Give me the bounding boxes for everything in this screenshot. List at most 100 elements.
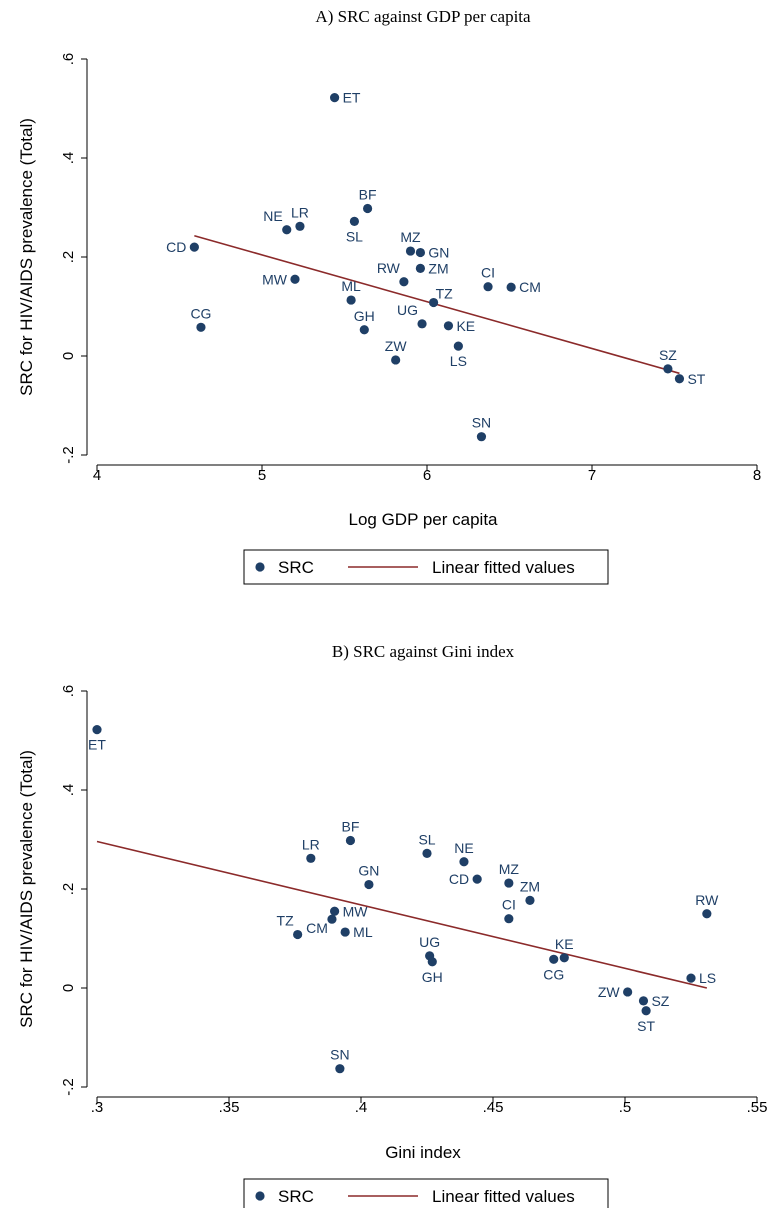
y-tick-label: .4: [60, 784, 77, 797]
chart-title: A) SRC against GDP per capita: [315, 7, 531, 26]
data-point-gh: [359, 325, 369, 335]
legend: SRC Linear fitted values: [243, 1178, 609, 1213]
data-point-mz: [504, 878, 514, 888]
point-label: CM: [306, 920, 328, 936]
data-point-ls: [453, 341, 463, 351]
data-point-ci: [504, 914, 514, 924]
point-label: LS: [450, 353, 467, 369]
y-tick-label: .2: [60, 251, 77, 264]
data-point-lr: [306, 853, 316, 863]
data-point-st: [674, 374, 685, 384]
data-point-et: [330, 93, 340, 103]
data-point-cg: [549, 954, 559, 964]
data-point-ci: [483, 282, 493, 292]
point-label: KE: [555, 936, 574, 952]
data-point-zw: [391, 355, 401, 365]
point-label: SZ: [651, 993, 669, 1009]
legend-box: [243, 549, 609, 585]
data-point-ne: [282, 225, 292, 235]
point-label: CD: [449, 871, 469, 887]
point-label: LS: [699, 970, 716, 986]
point-label: UG: [419, 934, 440, 950]
legend-label-points: SRC: [278, 558, 314, 577]
y-tick-label: .6: [60, 685, 77, 698]
y-tick-label: .6: [60, 53, 77, 66]
point-label: GH: [422, 969, 443, 985]
data-point-sn: [476, 432, 487, 442]
point-label: CD: [166, 239, 186, 255]
data-point-st: [641, 1006, 651, 1016]
point-label: CI: [481, 265, 495, 281]
data-point-bf: [363, 203, 373, 214]
point-label: BF: [341, 818, 359, 834]
x-tick-label: 6: [423, 467, 431, 484]
point-label: CM: [519, 279, 541, 295]
point-label: SN: [472, 415, 491, 431]
x-axis-title: Log GDP per capita: [349, 510, 499, 529]
point-label: ZW: [385, 338, 408, 354]
data-point-sn: [335, 1064, 345, 1074]
y-tick-label: .2: [60, 883, 77, 896]
point-label: ML: [341, 278, 361, 294]
data-point-gn: [415, 247, 425, 258]
data-point-sl: [349, 216, 359, 226]
data-point-ml: [340, 927, 350, 937]
point-label: SN: [330, 1047, 349, 1063]
x-tick-label: 7: [588, 467, 596, 484]
data-point-sz: [638, 996, 649, 1006]
fitted-line: [96, 840, 708, 989]
point-label: MW: [262, 271, 288, 287]
point-label: ZM: [428, 260, 448, 276]
point-label: BF: [359, 186, 377, 202]
point-label: ZM: [520, 878, 540, 894]
data-point-lr: [295, 221, 305, 231]
data-point-ke: [443, 321, 454, 331]
legend: SRC Linear fitted values: [243, 549, 609, 585]
x-tick-label: 4: [93, 467, 101, 484]
data-point-zm: [415, 263, 425, 273]
data-point-ug: [417, 319, 427, 329]
point-label: TZ: [436, 286, 454, 302]
legend-point-marker: [255, 562, 265, 572]
point-label: GN: [358, 863, 379, 879]
point-label: TZ: [277, 913, 295, 929]
point-label: MW: [343, 903, 369, 919]
point-label: MZ: [400, 229, 421, 245]
point-label: NE: [263, 208, 282, 224]
data-point-et: [92, 725, 102, 735]
legend-label-line: Linear fitted values: [432, 1187, 575, 1206]
data-point-cg: [196, 322, 206, 332]
data-point-cd: [472, 874, 482, 884]
chart-title: B) SRC against Gini index: [332, 642, 515, 661]
legend-label-line: Linear fitted values: [432, 558, 575, 577]
y-axis-title: SRC for HIV/AIDS prevalence (Total): [17, 118, 36, 396]
y-tick-label: -.2: [60, 446, 77, 464]
legend-point-marker: [255, 1191, 265, 1201]
data-point-zm: [525, 895, 535, 905]
point-label: SL: [418, 831, 435, 847]
point-label: SZ: [659, 347, 677, 363]
panel-a: A) SRC against GDP per capita -.2 0 .2 .4 .6 4…: [17, 7, 761, 585]
point-label: ST: [687, 371, 705, 387]
x-tick-label: .5: [619, 1099, 632, 1116]
point-label: LR: [291, 204, 309, 220]
data-point-gh: [427, 957, 437, 967]
data-point-ls: [686, 973, 696, 983]
y-tick-label: .4: [60, 152, 77, 165]
point-label: ET: [88, 737, 106, 753]
data-point-rw: [702, 909, 712, 919]
y-tick-label: 0: [60, 984, 77, 992]
data-point-tz: [293, 929, 303, 940]
data-point-ne: [459, 857, 469, 867]
x-tick-label: .45: [483, 1099, 504, 1116]
x-tick-label: .4: [355, 1099, 368, 1116]
x-tick-label: .55: [747, 1099, 768, 1116]
point-label: RW: [695, 892, 719, 908]
point-label: GN: [428, 245, 449, 261]
y-tick-label: 0: [60, 352, 77, 360]
panel-b: B) SRC against Gini index -.2 0 .2 .4 .6 .3 .35…: [17, 642, 768, 1213]
point-label: RW: [377, 260, 401, 276]
x-tick-label: .3: [91, 1099, 104, 1116]
point-label: CI: [502, 897, 516, 913]
